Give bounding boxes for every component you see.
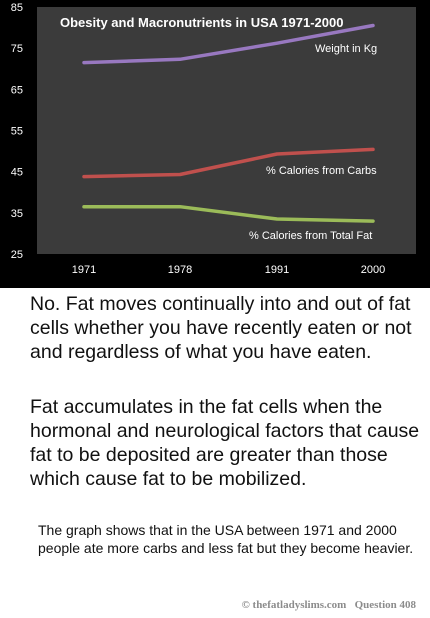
y-tick-label: 75 bbox=[11, 43, 23, 55]
chart-panel: Obesity and Macronutrients in USA 1971-2… bbox=[0, 0, 430, 288]
y-tick-label: 55 bbox=[11, 126, 23, 138]
x-tick-label: 1991 bbox=[265, 264, 289, 276]
explanation-paragraph: Fat accumulates in the fat cells when th… bbox=[30, 396, 420, 490]
y-tick-label: 45 bbox=[11, 167, 23, 179]
x-tick-label: 1978 bbox=[168, 264, 192, 276]
y-tick-label: 85 bbox=[11, 2, 23, 14]
series-line bbox=[82, 147, 375, 179]
series-line bbox=[82, 23, 375, 65]
series-line bbox=[82, 204, 375, 223]
series-label: % Calories from Total Fat bbox=[249, 230, 372, 242]
y-tick-label: 35 bbox=[11, 208, 23, 220]
y-tick-label: 25 bbox=[11, 249, 23, 261]
x-tick-label: 2000 bbox=[361, 264, 385, 276]
footer-credit: © thefatladyslims.com Question 408 bbox=[241, 599, 416, 611]
graph-caption: The graph shows that in the USA between … bbox=[38, 522, 414, 556]
series-label: Weight in Kg bbox=[315, 43, 377, 55]
y-tick-label: 65 bbox=[11, 84, 23, 96]
x-tick-label: 1971 bbox=[72, 264, 96, 276]
chart-title: Obesity and Macronutrients in USA 1971-2… bbox=[60, 15, 343, 30]
answer-paragraph: No. Fat moves continually into and out o… bbox=[30, 293, 412, 363]
series-label: % Calories from Carbs bbox=[266, 165, 377, 177]
line-chart: Obesity and Macronutrients in USA 1971-2… bbox=[11, 2, 416, 276]
